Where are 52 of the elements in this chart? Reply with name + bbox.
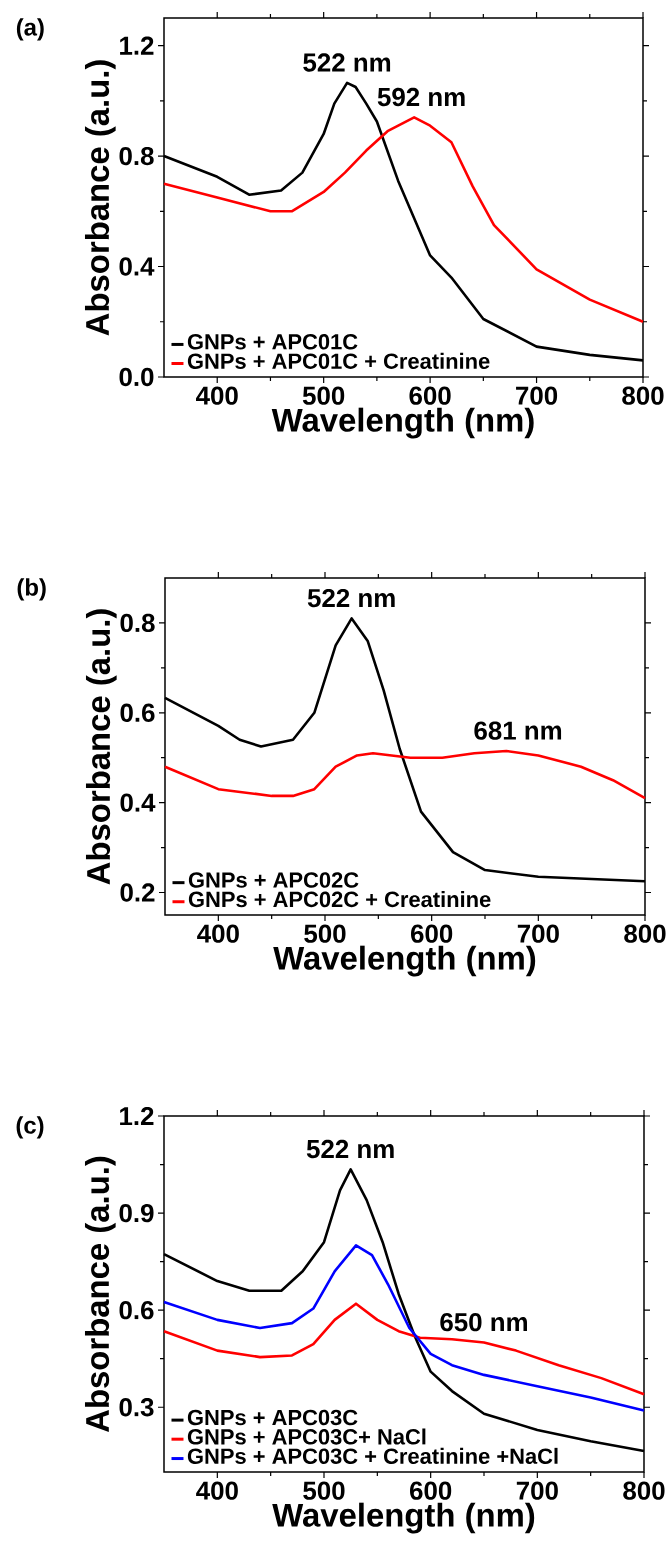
y-tick-label: 0.3 bbox=[119, 1398, 154, 1417]
y-axis-title: Absorbance (a.u.) bbox=[85, 609, 117, 885]
line-series bbox=[162, 1302, 646, 1396]
x-axis-title: Wavelength (nm) bbox=[272, 1502, 535, 1534]
legend-label: GNPs + APC03C bbox=[187, 1409, 358, 1426]
annotation: 592 nm bbox=[377, 87, 465, 107]
chart-title: (a) bbox=[16, 18, 44, 41]
legend-label: GNPs + APC02C + Creatinine bbox=[188, 891, 491, 908]
line-series bbox=[162, 116, 645, 324]
y-tick-label: 0.8 bbox=[119, 146, 154, 166]
y-tick-label: 1.2 bbox=[120, 1106, 154, 1126]
y-tick-label: 0.6 bbox=[120, 703, 155, 722]
y-tick-label: 0.9 bbox=[119, 1203, 154, 1223]
x-tick-label: 500 bbox=[303, 1481, 345, 1500]
x-tick-label: 400 bbox=[196, 386, 238, 405]
x-tick-label: 700 bbox=[516, 386, 558, 405]
legend-label: GNPs + APC01C + Creatinine bbox=[187, 352, 490, 369]
annotation: 522 nm bbox=[307, 588, 395, 608]
legend-label: GNPs + APC03C+ NaCl bbox=[187, 1428, 426, 1445]
y-tick-label: 0.4 bbox=[120, 793, 156, 812]
annotation: 650 nm bbox=[440, 1312, 527, 1332]
x-tick-label: 400 bbox=[196, 1481, 238, 1500]
x-axis-title: Wavelength (nm) bbox=[273, 945, 536, 977]
y-tick-label: 0.6 bbox=[119, 1300, 154, 1320]
x-tick-label: 400 bbox=[197, 924, 239, 943]
y-tick-label: 1.2 bbox=[120, 36, 154, 55]
x-tick-label: 600 bbox=[411, 924, 453, 943]
annotation: 522 nm bbox=[306, 1139, 394, 1159]
chart-title: (c) bbox=[16, 1116, 44, 1139]
y-tick-label: 0.2 bbox=[120, 883, 155, 902]
x-tick-label: 700 bbox=[516, 1481, 558, 1500]
annotation: 681 nm bbox=[474, 721, 562, 740]
x-tick-label: 500 bbox=[302, 386, 345, 405]
line-series bbox=[163, 749, 647, 800]
x-tick-label: 800 bbox=[623, 1481, 665, 1500]
y-tick-label: 0.4 bbox=[119, 257, 155, 276]
chart-title: (b) bbox=[17, 578, 46, 601]
y-axis-title: Absorbance (a.u.) bbox=[84, 60, 116, 336]
y-axis-title: Absorbance (a.u.) bbox=[84, 1156, 116, 1433]
legend-label: GNPs + APC01C bbox=[187, 334, 358, 350]
x-tick-label: 500 bbox=[304, 924, 346, 943]
legend-label: GNPs + APC03C + Creatinine +NaCl bbox=[187, 1447, 558, 1464]
x-tick-label: 600 bbox=[409, 386, 451, 405]
x-axis-title: Wavelength (nm) bbox=[271, 407, 534, 439]
x-tick-label: 800 bbox=[624, 924, 666, 943]
annotation: 522 nm bbox=[303, 53, 391, 72]
x-tick-label: 600 bbox=[410, 1481, 452, 1500]
y-tick-label: 0.0 bbox=[119, 367, 154, 387]
x-tick-label: 800 bbox=[622, 386, 664, 405]
x-tick-label: 700 bbox=[517, 924, 559, 943]
y-tick-label: 0.8 bbox=[120, 613, 155, 633]
legend-label: GNPs + APC02C bbox=[188, 872, 359, 888]
